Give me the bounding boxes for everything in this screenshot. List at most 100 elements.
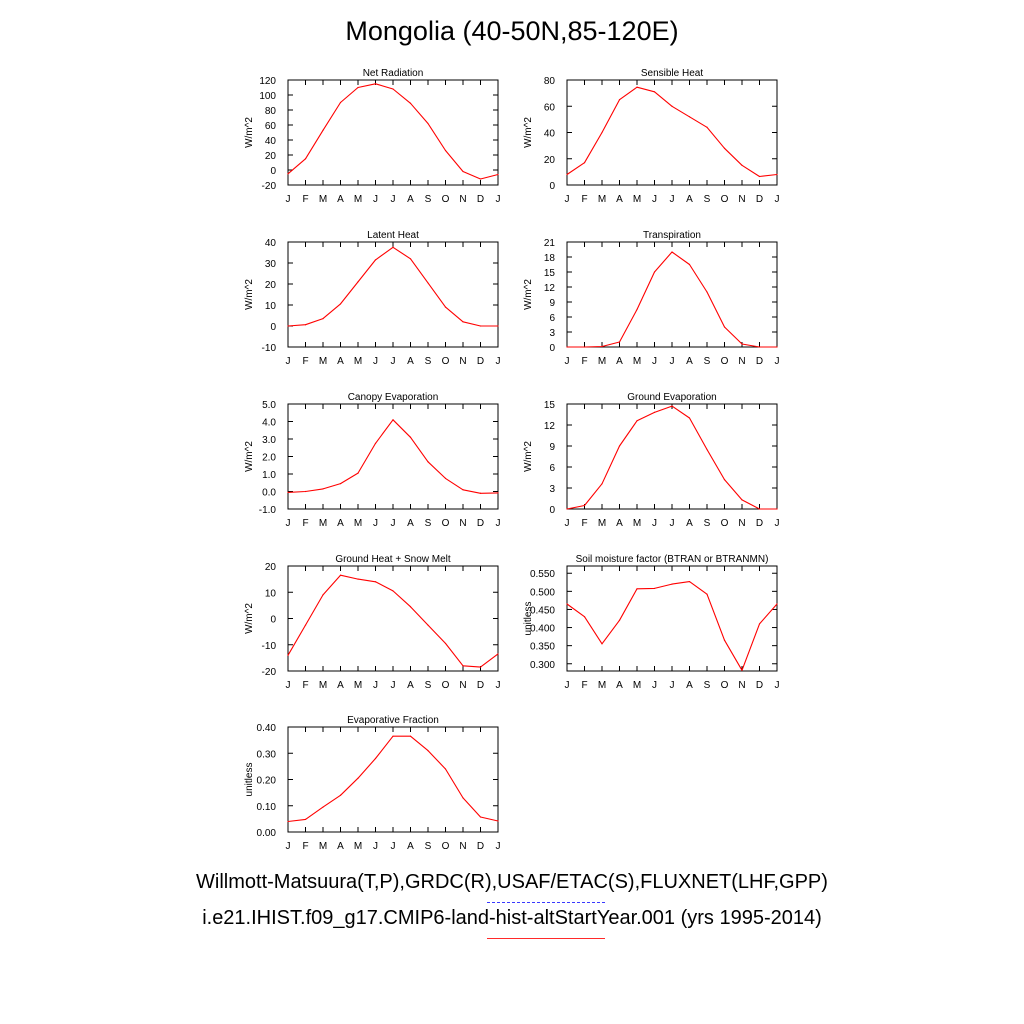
x-tick-label: S <box>704 356 711 367</box>
data-point <box>322 129 324 131</box>
x-tick-label: M <box>319 518 327 529</box>
data-point <box>706 593 708 595</box>
page-title: Mongolia (40-50N,85-120E) <box>345 16 679 46</box>
x-tick-label: O <box>721 518 729 529</box>
data-point <box>304 490 307 493</box>
x-tick-label: S <box>704 518 711 529</box>
data-point <box>322 594 324 596</box>
data-point <box>427 122 429 125</box>
x-tick-label: O <box>442 680 450 691</box>
x-tick-label: A <box>337 356 344 367</box>
y-tick-label: -20 <box>262 181 277 192</box>
x-tick-label: N <box>738 356 745 367</box>
y-tick-label: 0.10 <box>257 802 277 813</box>
y-tick-label: 0.550 <box>530 569 555 580</box>
x-tick-label: A <box>337 194 344 205</box>
data-point <box>688 417 691 419</box>
chart-title: Ground Heat + Snow Melt <box>335 554 451 565</box>
data-point <box>671 105 673 107</box>
y-tick-label: 5.0 <box>262 400 276 411</box>
x-tick-label: N <box>459 194 466 205</box>
x-tick-label: O <box>721 680 729 691</box>
data-point <box>339 303 342 305</box>
data-point <box>462 665 464 667</box>
y-tick-label: 10 <box>265 588 277 599</box>
y-axis-label: W/m^2 <box>523 279 534 310</box>
x-tick-label: A <box>407 680 414 691</box>
data-point <box>304 818 307 821</box>
data-point <box>636 420 638 422</box>
x-tick-label: J <box>391 680 396 691</box>
y-tick-label: 18 <box>544 253 556 264</box>
x-tick-label: S <box>425 841 432 852</box>
x-tick-label: O <box>442 841 450 852</box>
y-tick-label: 0 <box>270 615 276 626</box>
plot-frame <box>287 79 499 186</box>
series-line <box>566 405 777 510</box>
chart-title: Sensible Heat <box>641 68 703 79</box>
data-point <box>304 324 307 326</box>
x-tick-label: J <box>775 194 780 205</box>
data-point <box>601 643 603 645</box>
x-tick-label: J <box>286 680 291 691</box>
x-tick-label: S <box>425 680 432 691</box>
observations-source-label: Willmott-Matsuura(T,P),GRDC(R),USAF/ETAC… <box>196 871 828 893</box>
y-tick-label: 6 <box>549 313 555 324</box>
y-tick-label: 0 <box>270 322 276 333</box>
data-point <box>444 477 447 479</box>
data-point <box>653 91 656 93</box>
x-tick-label: S <box>425 518 432 529</box>
y-axis-label: W/m^2 <box>523 441 534 472</box>
x-tick-label: J <box>775 680 780 691</box>
y-tick-label: 0.00 <box>257 828 277 839</box>
chart-panel: Soil moisture factor (BTRAN or BTRANMN) u… <box>523 554 780 691</box>
data-point <box>583 346 586 348</box>
x-tick-label: A <box>686 194 693 205</box>
x-tick-label: J <box>496 194 501 205</box>
x-tick-label: S <box>704 194 711 205</box>
data-point <box>287 325 289 327</box>
data-point <box>357 777 359 779</box>
series-line <box>287 246 498 327</box>
data-point <box>723 326 726 328</box>
y-tick-label: 0.500 <box>530 587 555 598</box>
y-tick-label: 10 <box>265 301 277 312</box>
data-point <box>618 445 621 447</box>
y-tick-label: 80 <box>544 76 556 87</box>
data-point <box>409 436 412 438</box>
x-tick-label: J <box>391 194 396 205</box>
y-tick-label: 3 <box>549 328 555 339</box>
x-tick-label: F <box>581 518 587 529</box>
data-point <box>583 162 586 164</box>
plot-frame <box>287 241 499 348</box>
data-point <box>601 483 603 485</box>
data-point <box>723 479 726 481</box>
data-point <box>618 619 621 621</box>
y-tick-label: 0.400 <box>530 624 555 635</box>
x-tick-label: M <box>598 194 606 205</box>
y-tick-label: 0.450 <box>530 605 555 616</box>
x-tick-label: M <box>319 680 327 691</box>
x-tick-label: A <box>616 680 623 691</box>
x-tick-label: M <box>633 194 641 205</box>
x-tick-label: M <box>319 356 327 367</box>
data-point <box>322 318 324 320</box>
x-tick-label: N <box>459 680 466 691</box>
x-tick-label: S <box>704 680 711 691</box>
y-tick-label: 21 <box>544 238 556 249</box>
data-point <box>636 308 638 311</box>
x-tick-label: J <box>286 356 291 367</box>
x-tick-label: J <box>286 518 291 529</box>
series-line <box>566 581 778 671</box>
y-tick-label: 60 <box>544 102 556 113</box>
x-tick-label: M <box>598 680 606 691</box>
data-point <box>583 504 586 507</box>
data-point <box>671 251 673 253</box>
chart-title: Soil moisture factor (BTRAN or BTRANMN) <box>576 554 769 565</box>
y-tick-label: 15 <box>544 400 556 411</box>
model-case-label: i.e21.IHIST.f09_g17.CMIP6-land-hist-altS… <box>202 907 822 929</box>
series-line <box>567 251 777 348</box>
